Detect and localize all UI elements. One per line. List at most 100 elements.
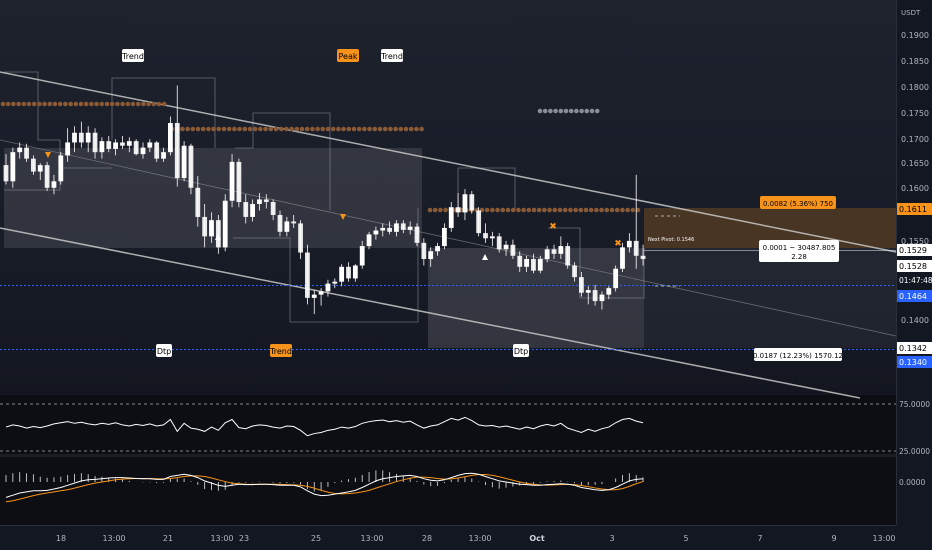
candle-up[interactable] — [448, 207, 454, 228]
candle-down[interactable] — [421, 242, 427, 260]
candle-down[interactable] — [120, 142, 125, 146]
candle-down[interactable] — [188, 145, 194, 188]
macd-line[interactable] — [5, 472, 644, 498]
candle-up[interactable] — [394, 223, 399, 232]
candle-down[interactable] — [3, 165, 9, 182]
candle-up[interactable] — [537, 259, 543, 271]
candle-up[interactable] — [284, 221, 290, 232]
candle-up[interactable] — [58, 155, 64, 182]
candle-up[interactable] — [147, 142, 153, 148]
price-badge-blue[interactable]: 0.1464 — [897, 290, 932, 302]
pane-divider[interactable] — [0, 454, 896, 457]
candle-up[interactable] — [373, 230, 379, 235]
candle-up[interactable] — [257, 199, 262, 204]
candle-down[interactable] — [243, 202, 249, 217]
candle-down[interactable] — [78, 132, 84, 143]
candle-up[interactable] — [161, 152, 166, 159]
candle-down[interactable] — [106, 141, 112, 149]
candle-up[interactable] — [626, 240, 632, 248]
candle-up[interactable] — [428, 251, 434, 260]
candle-down[interactable] — [517, 255, 523, 267]
candle-down[interactable] — [133, 141, 139, 155]
candle-up[interactable] — [599, 294, 605, 302]
macd-pane[interactable] — [0, 457, 896, 525]
candle-down[interactable] — [387, 227, 392, 232]
candle-up[interactable] — [407, 226, 413, 230]
candle-down[interactable] — [572, 265, 577, 278]
candle-up[interactable] — [85, 132, 91, 143]
candle-down[interactable] — [195, 187, 201, 217]
price-badge-close[interactable]: 0.1528 — [897, 260, 932, 272]
candle-up[interactable] — [462, 194, 468, 213]
candle-up[interactable] — [380, 227, 386, 231]
candle-down[interactable] — [298, 223, 303, 253]
candle-up[interactable] — [325, 283, 331, 292]
candle-down[interactable] — [305, 252, 310, 298]
candle-up[interactable] — [366, 234, 372, 247]
candle-down[interactable] — [270, 202, 276, 215]
candle-up[interactable] — [51, 181, 57, 188]
rsi-pane[interactable] — [0, 398, 896, 454]
channel-mid[interactable] — [0, 139, 897, 337]
candle-down[interactable] — [414, 226, 420, 243]
candle-down[interactable] — [174, 123, 180, 179]
candle-up[interactable] — [620, 247, 625, 269]
candle-down[interactable] — [215, 220, 221, 248]
candle-up[interactable] — [524, 259, 529, 267]
candle-up[interactable] — [126, 141, 132, 146]
candle-down[interactable] — [551, 249, 557, 254]
candle-down[interactable] — [291, 221, 297, 224]
candle-up[interactable] — [99, 141, 105, 153]
candle-up[interactable] — [10, 152, 16, 182]
candle-down[interactable] — [31, 158, 36, 172]
candle-down[interactable] — [476, 210, 482, 234]
signal-line[interactable] — [5, 474, 644, 503]
candle-up[interactable] — [544, 249, 550, 260]
candle-down[interactable] — [92, 132, 98, 153]
candle-down[interactable] — [236, 161, 242, 203]
candle-up[interactable] — [209, 220, 214, 237]
candle-up[interactable] — [558, 246, 564, 254]
candle-up[interactable] — [250, 203, 255, 217]
candle-up[interactable] — [318, 291, 324, 295]
candle-down[interactable] — [24, 147, 29, 159]
candle-down[interactable] — [263, 199, 269, 203]
candle-down[interactable] — [346, 266, 351, 279]
candle-up[interactable] — [435, 246, 440, 252]
candle-down[interactable] — [483, 233, 488, 239]
candle-down[interactable] — [496, 236, 502, 250]
rsi-line[interactable] — [5, 416, 644, 437]
candle-up[interactable] — [442, 227, 447, 247]
candle-up[interactable] — [606, 288, 612, 295]
candle-up[interactable] — [352, 265, 358, 279]
candle-down[interactable] — [202, 216, 208, 237]
pane-divider[interactable] — [0, 395, 896, 398]
candle-up[interactable] — [339, 266, 345, 282]
candle-up[interactable] — [489, 236, 495, 239]
price-axis[interactable]: USDT 0.1900 0.1850 0.1800 0.1750 0.1700 … — [901, 9, 929, 325]
candle-down[interactable] — [154, 142, 160, 159]
candle-up[interactable] — [113, 142, 118, 149]
channel-lower[interactable] — [0, 227, 861, 399]
candle-up[interactable] — [65, 142, 71, 156]
candle-up[interactable] — [503, 244, 509, 250]
price-badge-lower-blue[interactable]: 0.1340 — [897, 356, 932, 368]
candle-up[interactable] — [332, 281, 338, 284]
candle-down[interactable] — [592, 290, 598, 302]
measure-upper[interactable]: 0.0082 (5.36%) 750 — [760, 196, 836, 209]
candle-up[interactable] — [181, 145, 187, 179]
candle-down[interactable] — [510, 244, 516, 256]
candle-up[interactable] — [585, 290, 591, 293]
candle-down[interactable] — [277, 214, 283, 232]
candle-down[interactable] — [400, 223, 406, 230]
candle-down[interactable] — [633, 240, 639, 256]
candle-up[interactable] — [72, 132, 77, 143]
candle-down[interactable] — [455, 207, 461, 213]
time-axis[interactable]: 18 13:00 21 13:00 23 25 13:00 28 13:00 O… — [56, 534, 896, 543]
candles[interactable] — [3, 85, 646, 315]
candle-down[interactable] — [579, 277, 584, 293]
candle-up[interactable] — [613, 268, 619, 289]
candle-up[interactable] — [359, 246, 365, 266]
measure-middle[interactable]: 0.0001 ~ 30487.805 2.28 — [759, 240, 839, 262]
